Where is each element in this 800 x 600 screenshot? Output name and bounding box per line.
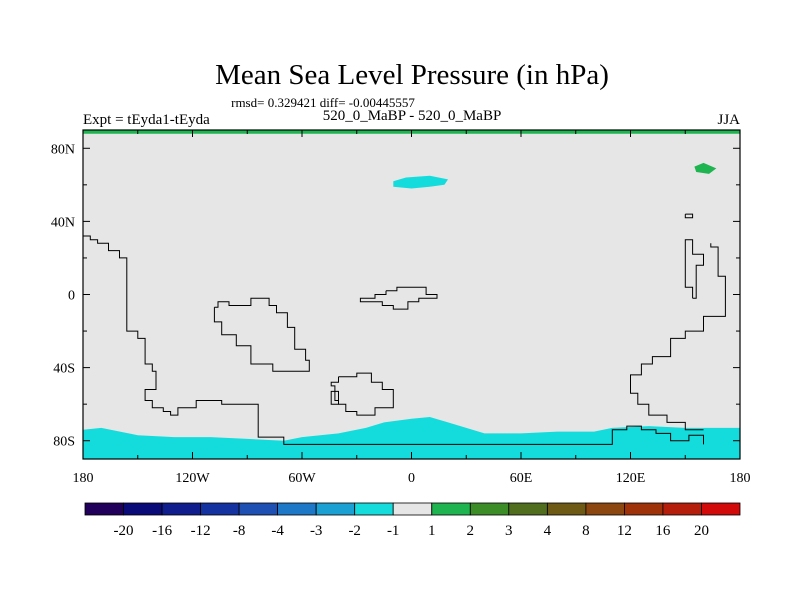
arctic-cyan-blob xyxy=(393,175,448,189)
colorbar-label: -16 xyxy=(152,523,172,539)
colorbar: -20 -16 -12 -8 -4 -3 -2 -1 1 2 3 4 8 12 16 20 xyxy=(84,502,741,539)
colorbar-label: -8 xyxy=(233,523,246,539)
coastline-3 xyxy=(359,286,438,310)
colorbar-swatch xyxy=(431,502,471,516)
antarctic-cyan-band xyxy=(83,417,740,459)
colorbar-swatch xyxy=(624,502,664,516)
coastline-1 xyxy=(213,297,310,372)
colorbar-label: 3 xyxy=(505,523,513,539)
colorbar-label: -1 xyxy=(387,523,400,539)
season-label: JJA xyxy=(717,112,740,128)
colorbar-swatch xyxy=(238,502,279,516)
colorbar-label: -20 xyxy=(114,523,134,539)
colorbar-swatch xyxy=(161,502,202,516)
colorbar-label: 4 xyxy=(544,523,552,539)
experiment-label: Expt = tEyda1-tEyda xyxy=(83,112,210,128)
colorbar-swatch xyxy=(392,502,433,516)
coastline-2 xyxy=(330,372,394,416)
colorbar-label: -2 xyxy=(348,523,361,539)
axes: 180 120W 60W 0 60E 120E 180 80N 40N 0 40S 80S xyxy=(51,130,751,486)
y-tick-label: 80N xyxy=(51,142,75,157)
colorbar-label: 8 xyxy=(582,523,590,539)
y-tick-label: 40N xyxy=(51,215,75,230)
period-label: 520_0_MaBP - 520_0_MaBP xyxy=(323,108,502,124)
arctic-green-blob xyxy=(694,162,717,174)
y-tick-label: 80S xyxy=(53,435,75,450)
colorbar-swatch xyxy=(354,502,394,516)
map-area xyxy=(82,129,741,460)
colorbar-label: -12 xyxy=(191,523,211,539)
colorbar-label: 1 xyxy=(428,523,436,539)
colorbar-swatch xyxy=(701,502,741,516)
x-tick-label: 60E xyxy=(510,471,533,486)
stats-label: rmsd= 0.329421 diff= -0.00445557 xyxy=(231,95,415,110)
colorbar-label: -3 xyxy=(310,523,323,539)
x-tick-label: 180 xyxy=(73,471,94,486)
colorbar-swatch xyxy=(662,502,702,516)
colorbar-swatch xyxy=(547,502,587,516)
colorbar-label: 16 xyxy=(655,523,671,539)
colorbar-swatch xyxy=(315,502,356,516)
colorbar-label: 20 xyxy=(694,523,709,539)
colorbar-swatch xyxy=(84,502,124,516)
x-tick-label: 120E xyxy=(616,471,646,486)
coastline-4 xyxy=(330,390,339,405)
coastline-6 xyxy=(684,239,704,299)
colorbar-swatch xyxy=(585,502,625,516)
colorbar-swatch xyxy=(123,502,163,516)
x-tick-label: 60W xyxy=(288,471,316,486)
coastline-0 xyxy=(83,235,704,445)
x-tick-label: 120W xyxy=(175,471,210,486)
x-tick-label: 0 xyxy=(408,471,415,486)
colorbar-swatch xyxy=(277,502,317,516)
colorbar-label: -4 xyxy=(271,523,284,539)
y-tick-label: 0 xyxy=(68,289,75,304)
colorbar-label: 12 xyxy=(617,523,632,539)
coastline-7 xyxy=(684,213,694,219)
x-tick-label: 180 xyxy=(730,471,751,486)
coastline-5 xyxy=(630,243,726,431)
colorbar-swatch xyxy=(508,502,548,516)
colorbar-label: 2 xyxy=(467,523,475,539)
colorbar-swatch xyxy=(200,502,240,516)
colorbar-swatch xyxy=(469,502,510,516)
y-tick-label: 40S xyxy=(53,362,75,377)
chart-title: Mean Sea Level Pressure (in hPa) xyxy=(215,59,609,91)
